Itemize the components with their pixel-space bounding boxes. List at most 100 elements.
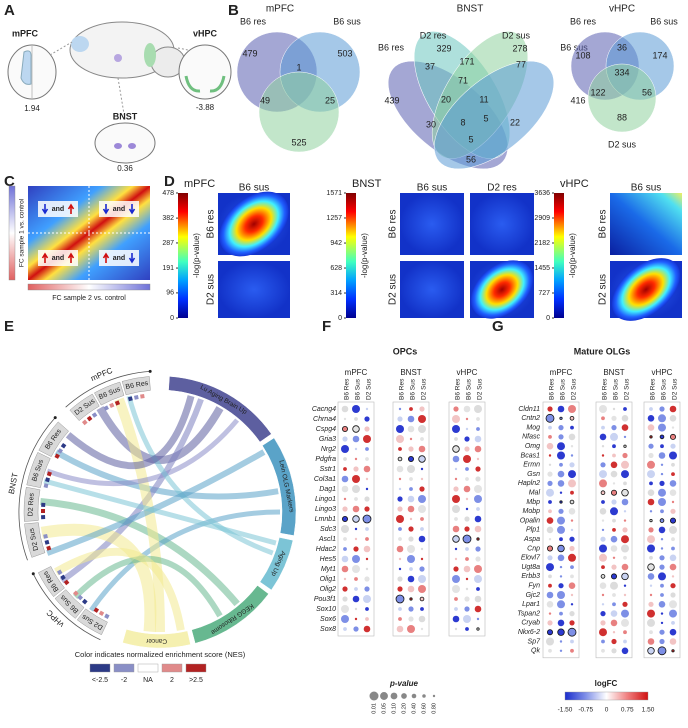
dot xyxy=(474,495,482,503)
dot xyxy=(548,583,552,588)
region-bracket xyxy=(18,417,56,561)
region-label: mPFC xyxy=(12,28,39,38)
dot xyxy=(649,518,653,523)
overlap-count: 503 xyxy=(337,48,352,58)
dot xyxy=(658,414,666,423)
dot xyxy=(419,566,425,572)
arrow xyxy=(41,204,49,215)
dot xyxy=(464,436,470,442)
dot xyxy=(341,425,348,432)
dot xyxy=(547,545,554,552)
gene-label: Bcas1 xyxy=(521,452,541,459)
dot xyxy=(408,536,414,542)
dot xyxy=(657,646,667,656)
dot xyxy=(569,545,575,552)
overlap-count: 30 xyxy=(426,119,436,129)
dot xyxy=(453,406,459,412)
gene-label: Gria3 xyxy=(319,436,336,443)
chord-ribbon xyxy=(46,449,266,556)
dot xyxy=(341,485,349,493)
dot xyxy=(621,563,629,571)
dot xyxy=(623,555,627,560)
dot xyxy=(396,425,404,433)
coordinate: -3.88 xyxy=(196,103,215,112)
dot xyxy=(545,413,555,423)
set-label: B6 sus xyxy=(560,42,588,52)
gene-label: Sox6 xyxy=(320,616,336,623)
dot xyxy=(612,407,616,411)
chord-ribbon xyxy=(73,555,223,618)
dot xyxy=(418,425,426,433)
nes-cell xyxy=(77,594,84,601)
nes-cell xyxy=(81,598,88,605)
dot xyxy=(474,435,482,443)
nes-cell xyxy=(41,515,46,520)
dot xyxy=(601,528,605,532)
overlap-count: 439 xyxy=(384,95,399,105)
dot xyxy=(600,574,606,579)
column-label: D2 Sus xyxy=(366,378,373,400)
dot xyxy=(352,435,360,443)
venn-title: vHPC xyxy=(609,4,635,15)
dot xyxy=(352,405,360,413)
legend-label: -0.75 xyxy=(578,707,593,714)
dot xyxy=(547,471,553,477)
dot xyxy=(570,425,574,430)
dot xyxy=(474,605,482,613)
dot xyxy=(463,485,471,493)
dot xyxy=(568,582,576,589)
dot xyxy=(569,462,575,468)
dot xyxy=(548,500,552,504)
quadrant-text: and xyxy=(52,206,64,213)
dot xyxy=(343,547,347,551)
dot xyxy=(474,405,482,413)
gene-set-label: Cancer xyxy=(145,637,167,645)
region-bracket xyxy=(32,573,101,641)
sample-arc xyxy=(38,421,69,457)
dot xyxy=(648,443,654,449)
dot xyxy=(557,442,565,451)
dot xyxy=(352,475,360,483)
colorbar-tick-label: 3636 xyxy=(534,190,550,197)
dot xyxy=(464,516,470,522)
dot xyxy=(671,426,675,429)
dot xyxy=(568,470,576,479)
gene-label: Lmnb1 xyxy=(315,516,337,523)
dot xyxy=(660,444,664,449)
dot xyxy=(476,617,480,621)
colorbar-tick-label: 1571 xyxy=(326,190,342,197)
dot xyxy=(452,495,460,503)
dot xyxy=(612,593,616,597)
guide-line xyxy=(117,77,126,121)
dot xyxy=(669,451,677,460)
column-label: B6 Sus xyxy=(355,378,362,400)
dot xyxy=(648,527,654,533)
overlap-count: 278 xyxy=(512,43,527,53)
legend-swatch xyxy=(185,663,207,673)
size-key xyxy=(432,694,436,698)
dot xyxy=(409,517,413,521)
dot xyxy=(420,467,424,471)
column-label: B6 sus xyxy=(631,183,662,194)
dot xyxy=(418,445,426,453)
dot xyxy=(547,406,553,412)
gene-label: Sp7 xyxy=(528,638,542,645)
dot xyxy=(341,516,348,523)
column-label: B6 Sus xyxy=(560,378,567,400)
dot xyxy=(408,616,414,622)
dot xyxy=(669,415,677,422)
dot xyxy=(548,574,552,579)
overlap-count: 329 xyxy=(436,43,451,53)
dot xyxy=(354,497,358,501)
dot xyxy=(408,446,414,452)
gene-label: Erbb3 xyxy=(521,573,540,580)
dot xyxy=(559,537,563,542)
nes-cell xyxy=(103,405,109,411)
group-title: mPFC xyxy=(184,178,215,190)
dot xyxy=(557,451,565,460)
set-label: B6 sus xyxy=(333,16,361,26)
dot xyxy=(671,472,675,476)
dot xyxy=(647,535,655,544)
dot xyxy=(660,612,664,615)
legend-label: 0 xyxy=(605,707,609,714)
